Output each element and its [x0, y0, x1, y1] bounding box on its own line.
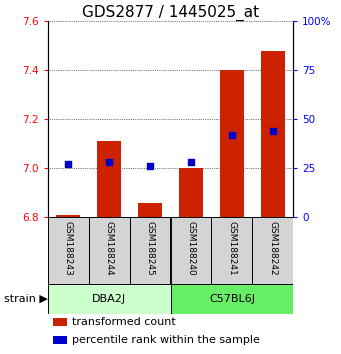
Bar: [130, 217, 170, 284]
Bar: [48, 284, 170, 314]
Bar: [211, 217, 252, 284]
Text: GSM188243: GSM188243: [64, 221, 73, 275]
Text: strain ▶: strain ▶: [4, 294, 48, 304]
Text: GSM188244: GSM188244: [105, 221, 114, 275]
Text: C57BL6J: C57BL6J: [209, 294, 255, 304]
Text: GSM188245: GSM188245: [146, 221, 154, 275]
Text: percentile rank within the sample: percentile rank within the sample: [72, 335, 260, 346]
Text: DBA2J: DBA2J: [92, 294, 126, 304]
Bar: [170, 284, 293, 314]
Bar: [97, 141, 121, 217]
Text: GSM188242: GSM188242: [268, 221, 277, 275]
Bar: [89, 217, 130, 284]
Point: [65, 162, 71, 167]
Bar: [261, 51, 285, 217]
Point: [270, 128, 276, 134]
Bar: [220, 70, 244, 217]
Bar: [179, 169, 203, 217]
Point: [229, 132, 235, 138]
Bar: [53, 318, 68, 326]
Text: GSM188240: GSM188240: [187, 221, 195, 275]
Title: GDS2877 / 1445025_at: GDS2877 / 1445025_at: [82, 5, 259, 21]
Point: [188, 160, 194, 165]
Bar: [138, 203, 162, 217]
Bar: [48, 217, 89, 284]
Point: [147, 164, 153, 169]
Bar: [53, 336, 68, 344]
Bar: [252, 217, 293, 284]
Text: transformed count: transformed count: [72, 317, 176, 327]
Bar: [56, 215, 80, 217]
Text: GSM188241: GSM188241: [227, 221, 236, 275]
Bar: [170, 217, 211, 284]
Point: [106, 160, 112, 165]
